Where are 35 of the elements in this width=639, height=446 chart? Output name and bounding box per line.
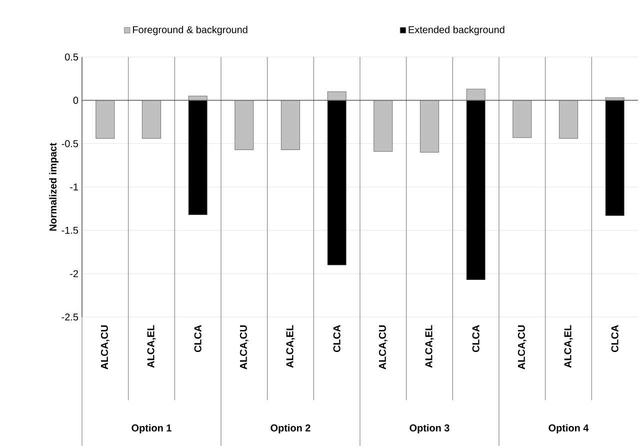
bar [281, 100, 300, 150]
y-tick-label: 0.5 [65, 53, 78, 61]
x-tick-label: CLCA [472, 325, 480, 352]
text: Option 3 [410, 424, 450, 434]
y-tick-label: -1.5 [62, 226, 78, 234]
x-tick-label: ALCA,EL [147, 325, 156, 368]
bar [96, 100, 115, 139]
y-axis-title: Normalized impact [49, 142, 58, 231]
x-tick-label: CLCA [194, 325, 202, 352]
x-tick-label: CLCA [333, 325, 340, 352]
x-tick-label: ALCA,EL [564, 325, 573, 368]
legend-label: Foreground & background [132, 26, 248, 36]
y-tick-label: -2.5 [62, 313, 78, 321]
y-tick-label: -1 [70, 184, 78, 190]
bar [374, 100, 393, 152]
x-tick-label: ALCA,EL [286, 325, 295, 368]
y-tick-label: -2 [70, 270, 78, 278]
x-tick-label: ALCA,CU [518, 325, 526, 370]
y-tick-label: -0.5 [62, 140, 78, 148]
x-tick-label: ALCA,CU [100, 325, 110, 370]
bar [420, 100, 439, 153]
x-tick-label: CLCA [611, 325, 618, 352]
bar [512, 100, 532, 138]
text: Option 2 [270, 424, 310, 434]
legend-label: Extended background [408, 26, 504, 36]
x-tick-label: ALCA,CU [378, 325, 388, 370]
text: Option 4 [548, 424, 589, 434]
bar [142, 100, 161, 139]
bar [605, 100, 624, 216]
bar [234, 100, 254, 150]
x-tick-label: ALCA,CU [240, 325, 248, 370]
text: Option 1 [132, 424, 172, 434]
x-tick-label: ALCA,EL [425, 325, 434, 368]
y-tick-label: 0 [73, 96, 78, 104]
bar [559, 100, 578, 139]
